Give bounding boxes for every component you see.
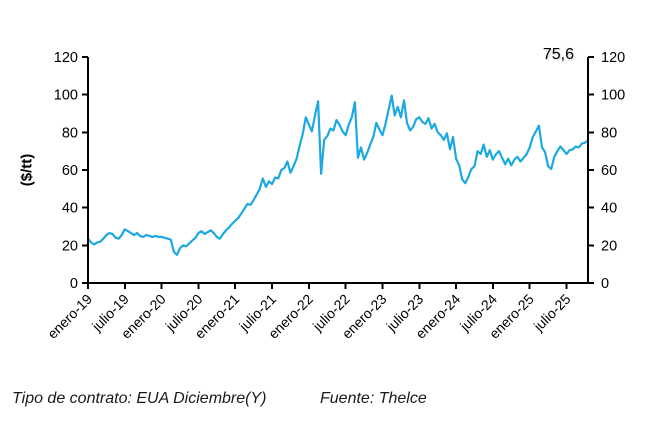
y-axis-title: ($/tt) bbox=[18, 153, 36, 187]
right-y-axis-tick-label: 20 bbox=[601, 238, 617, 254]
left-y-axis-tick-label: 120 bbox=[54, 50, 78, 66]
x-axis-tick-label: julio-25 bbox=[530, 291, 574, 335]
right-y-axis-tick-label: 80 bbox=[601, 125, 617, 141]
right-y-axis-tick-label: 120 bbox=[601, 50, 625, 66]
left-y-axis-tick-label: 60 bbox=[62, 163, 78, 179]
last-value-label: 75,6 bbox=[542, 46, 574, 63]
left-y-axis-tick-label: 40 bbox=[62, 201, 78, 217]
right-y-axis-tick-label: 100 bbox=[601, 88, 625, 104]
left-y-axis-tick-label: 80 bbox=[62, 125, 78, 141]
contract-type-label: Tipo de contrato: EUA Diciembre(Y) bbox=[12, 390, 267, 407]
left-y-axis-tick-label: 100 bbox=[54, 88, 78, 104]
source-label: Fuente: Thelce bbox=[320, 390, 427, 407]
left-y-axis-tick-label: 0 bbox=[70, 276, 78, 292]
right-y-axis-tick-label: 0 bbox=[601, 276, 609, 292]
price-line-series bbox=[86, 94, 590, 256]
right-y-axis-tick-label: 60 bbox=[601, 163, 617, 179]
x-axis-tick-label: enero-19 bbox=[44, 291, 95, 342]
right-y-axis-tick-label: 40 bbox=[601, 201, 617, 217]
left-y-axis-tick-label: 20 bbox=[62, 238, 78, 254]
